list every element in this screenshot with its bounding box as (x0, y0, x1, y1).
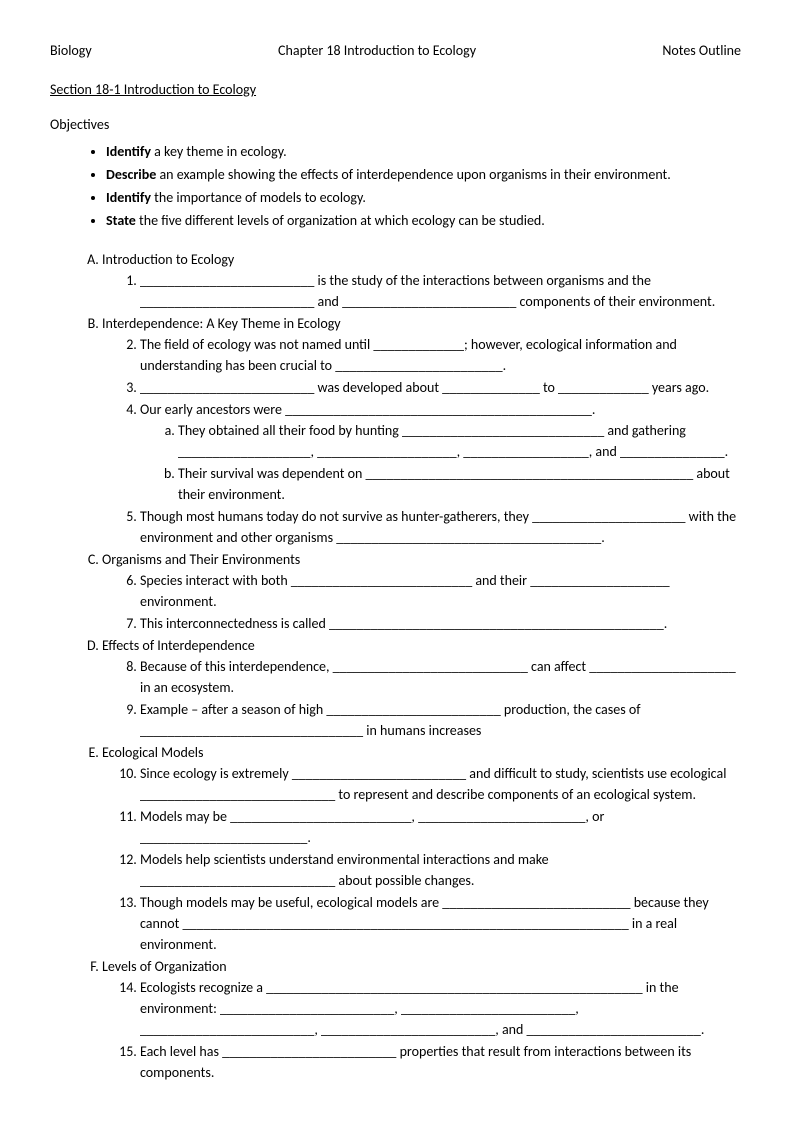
outline-section: Ecological Models Since ecology is extrem… (102, 742, 741, 955)
outline-item: Each level has _________________________… (140, 1041, 741, 1083)
outline-item: This interconnectedness is called ______… (140, 613, 741, 634)
outline-item: Models help scientists understand enviro… (140, 849, 741, 891)
header-left: Biology (50, 40, 92, 61)
objectives-heading: Objectives (50, 114, 741, 135)
header-right: Notes Outline (662, 40, 741, 61)
objective-text: a key theme in ecology. (151, 143, 287, 160)
outline-section: Levels of Organization Ecologists recogni… (102, 956, 741, 1083)
outline-item-text: Example – after a season of high _______… (140, 701, 641, 739)
outline-section-title: Organisms and Their Environments (102, 551, 300, 568)
outline-item-text: The field of ecology was not named until… (140, 336, 677, 374)
outline-item-text: Since ecology is extremely _____________… (140, 765, 726, 803)
outline-section-title: Levels of Organization (102, 958, 227, 975)
outline-item-text: _________________________ was developed … (140, 379, 709, 396)
outline-item-text: This interconnectedness is called ______… (140, 615, 667, 632)
outline-item: The field of ecology was not named until… (140, 334, 741, 376)
outline-numbered-list: Species interact with both _____________… (102, 570, 741, 634)
outline-numbered-list: Since ecology is extremely _____________… (102, 763, 741, 955)
outline-section-title: Ecological Models (102, 744, 203, 761)
outline-numbered-list: Because of this interdependence, _______… (102, 656, 741, 741)
outline-item: Example – after a season of high _______… (140, 699, 741, 741)
outline-item: Though models may be useful, ecological … (140, 892, 741, 955)
outline-section: Interdependence: A Key Theme in Ecology T… (102, 313, 741, 548)
outline-subitem: Their survival was dependent on ________… (178, 463, 741, 505)
objective-item: State the five different levels of organ… (106, 210, 741, 231)
outline-item-text: _________________________ is the study o… (140, 272, 715, 310)
objective-text: the importance of models to ecology. (151, 189, 366, 206)
outline-section-title: Effects of Interdependence (102, 637, 255, 654)
outline-item: Our early ancestors were _______________… (140, 399, 741, 505)
outline-item-text: Though most humans today do not survive … (140, 508, 736, 546)
outline-item-text: Species interact with both _____________… (140, 572, 670, 610)
outline-item: Since ecology is extremely _____________… (140, 763, 741, 805)
objective-verb: Identify (106, 189, 151, 206)
section-title: Section 18-1 Introduction to Ecology (50, 79, 741, 100)
objective-verb: State (106, 212, 136, 229)
outline-item: _________________________ is the study o… (140, 270, 741, 312)
objective-verb: Identify (106, 143, 151, 160)
outline-subitem: They obtained all their food by hunting … (178, 420, 741, 462)
outline-item-text: Because of this interdependence, _______… (140, 658, 736, 696)
outline-section-title: Interdependence: A Key Theme in Ecology (102, 315, 341, 332)
outline-numbered-list: Ecologists recognize a _________________… (102, 977, 741, 1083)
objective-item: Describe an example showing the effects … (106, 164, 741, 185)
objective-item: Identify a key theme in ecology. (106, 141, 741, 162)
outline-item: Though most humans today do not survive … (140, 506, 741, 548)
outline-list: Introduction to Ecology _________________… (50, 249, 741, 1083)
outline-item-text: Our early ancestors were _______________… (140, 401, 595, 418)
objectives-list: Identify a key theme in ecology.Describe… (50, 141, 741, 231)
objective-text: an example showing the effects of interd… (156, 166, 670, 183)
outline-item-text: Ecologists recognize a _________________… (140, 979, 704, 1038)
objective-item: Identify the importance of models to eco… (106, 187, 741, 208)
objective-verb: Describe (106, 166, 156, 183)
outline-item-text: Models help scientists understand enviro… (140, 851, 549, 889)
outline-item: Ecologists recognize a _________________… (140, 977, 741, 1040)
outline-numbered-list: The field of ecology was not named until… (102, 334, 741, 548)
outline-item-text: Though models may be useful, ecological … (140, 894, 709, 953)
outline-section: Introduction to Ecology _________________… (102, 249, 741, 312)
outline-section: Effects of Interdependence Because of thi… (102, 635, 741, 741)
outline-item: _________________________ was developed … (140, 377, 741, 398)
outline-item: Models may be __________________________… (140, 806, 741, 848)
outline-numbered-list: _________________________ is the study o… (102, 270, 741, 312)
outline-section-title: Introduction to Ecology (102, 251, 234, 268)
header-center: Chapter 18 Introduction to Ecology (278, 40, 476, 61)
outline-sublist: They obtained all their food by hunting … (140, 420, 741, 505)
outline-item-text: Models may be __________________________… (140, 808, 604, 846)
objective-text: the five different levels of organizatio… (136, 212, 545, 229)
page-header: Biology Chapter 18 Introduction to Ecolo… (50, 40, 741, 61)
outline-section: Organisms and Their Environments Species … (102, 549, 741, 634)
outline-item-text: Each level has _________________________… (140, 1043, 691, 1081)
outline-item: Because of this interdependence, _______… (140, 656, 741, 698)
outline-item: Species interact with both _____________… (140, 570, 741, 612)
